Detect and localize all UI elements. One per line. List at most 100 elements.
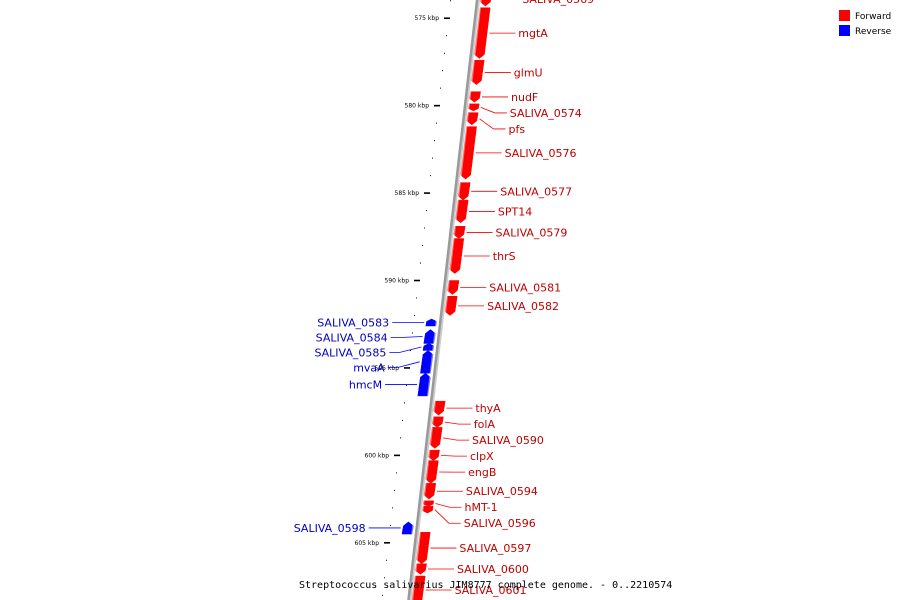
gene-arrow [480, 0, 491, 7]
gene-label: glmU [514, 66, 543, 79]
gene-arrow-highlight [453, 226, 456, 239]
ruler-tick-label: 580 kbp [405, 103, 430, 110]
gene-arrow-highlight [470, 60, 475, 85]
gene-callout-line [480, 107, 507, 114]
gene-label: folA [474, 418, 496, 431]
gene-arrow [460, 126, 477, 180]
gene-arrow-highlight [468, 91, 472, 103]
gene-arrow-highlight [435, 318, 438, 327]
gene-label: SALIVA_0601 [455, 584, 527, 597]
gene-callout-line [444, 421, 471, 425]
gene-label: SALIVA_0582 [487, 300, 559, 313]
gene-arrow [422, 500, 435, 507]
gene-label: SALIVA_0585 [314, 346, 386, 359]
gene-label: thyA [475, 402, 501, 415]
ruler-tick-label: 605 kbp [355, 540, 380, 547]
gene-arrow [428, 449, 440, 461]
gene-arrow-highlight [454, 199, 459, 223]
gene-callout-line [435, 503, 462, 508]
gene-arrow [455, 199, 469, 224]
gene-arrow-highlight [457, 182, 461, 201]
gene-arrow [453, 226, 466, 239]
gene-arrow [447, 280, 460, 295]
gene-arrow-highlight [427, 373, 432, 397]
gene-arrow-highlight [429, 427, 433, 449]
gene-arrow [423, 483, 437, 500]
gene-callout-line [440, 454, 467, 457]
gene-arrow-highlight [467, 103, 470, 111]
gene-arrow [471, 59, 485, 85]
gene-label: nudF [511, 91, 538, 104]
gene-arrow [469, 91, 481, 103]
legend-reverse-label: Reverse [855, 27, 892, 37]
ruler-tick-label: 590 kbp [385, 278, 410, 285]
gene-callout-line [389, 346, 422, 353]
gene-label: SALIVA_0584 [316, 331, 388, 344]
gene-label: SALIVA_0579 [496, 226, 568, 239]
gene-arrow [425, 318, 437, 327]
gene-arrow [401, 521, 414, 535]
gene-arrow-highlight [427, 450, 431, 461]
legend-forward-label: Forward [855, 12, 891, 22]
legend: Forward Reverse [839, 10, 892, 37]
gene-label: SALIVA_0576 [505, 147, 577, 160]
gene-label: SALIVA_0577 [500, 185, 572, 198]
gene-label: mgtA [518, 27, 548, 40]
gene-arrow-highlight [459, 126, 468, 180]
gene-arrow-highlight [414, 563, 418, 575]
ruler-tick-label: 585 kbp [395, 190, 420, 197]
gene-label: hMT-1 [465, 501, 498, 514]
gene-arrow [422, 505, 434, 514]
gene-arrow-highlight [432, 343, 435, 351]
gene-arrow-highlight [423, 483, 427, 500]
gene-arrow-highlight [431, 416, 435, 428]
gene-arrow [466, 112, 479, 126]
gene-arrow [457, 182, 471, 201]
gene-arrow [417, 372, 431, 397]
gene-label: SALIVA_0574 [510, 107, 582, 120]
gene-label: clpX [470, 450, 494, 463]
gene-arrow-highlight [473, 7, 481, 59]
legend-reverse-swatch [839, 25, 850, 36]
gene-arrow [468, 103, 480, 112]
gene-label: SALIVA_0594 [466, 485, 538, 498]
gene-label: SALIVA_0569 [522, 0, 594, 6]
map-caption: Streptococcus salivarius JIM8777 complet… [299, 580, 672, 591]
gene-arrow [444, 296, 458, 316]
gene-callout-line [387, 361, 420, 368]
gene-arrow-highlight [446, 280, 450, 295]
backbone [407, 0, 481, 600]
gene-arrow-highlight [444, 296, 448, 316]
ruler-tick-label: 595 kbp [375, 365, 400, 372]
gene-arrow-highlight [422, 500, 425, 507]
gene-arrow [433, 400, 446, 416]
gene-label: thrS [493, 250, 516, 263]
gene-callout-line [390, 336, 423, 338]
gene-callout-line [434, 509, 461, 524]
gene-arrow [431, 416, 444, 428]
legend-forward-swatch [839, 10, 850, 21]
gene-label: SALIVA_0598 [294, 522, 366, 535]
backbone-line [407, 0, 479, 600]
gene-arrow-highlight [429, 350, 434, 374]
gene-label: SALIVA_0581 [489, 282, 561, 295]
ruler: 575 kbp 580 kbp 585 kbp 590 kbp 595 kbp 600 k… [355, 0, 451, 596]
gene-label: mvaA [353, 361, 385, 374]
gene-arrow-highlight [466, 112, 469, 125]
gene-label: hmcM [349, 379, 382, 392]
gene-label: pfs [509, 123, 526, 136]
gene-label: SALIVA_0596 [464, 517, 536, 530]
gene-arrow-highlight [433, 329, 437, 344]
gene-arrow [449, 238, 465, 274]
gene-callout-line [442, 437, 469, 441]
gene-arrow [474, 7, 491, 59]
gene-arrow-highlight [479, 0, 482, 7]
gene-label: SALIVA_0583 [317, 316, 389, 329]
gene-arrow-highlight [421, 505, 424, 514]
gene-label: SPT14 [498, 205, 532, 218]
gene-arrow [422, 343, 435, 351]
gene-arrow-highlight [432, 401, 436, 416]
ruler-tick-label: 575 kbp [415, 15, 440, 22]
